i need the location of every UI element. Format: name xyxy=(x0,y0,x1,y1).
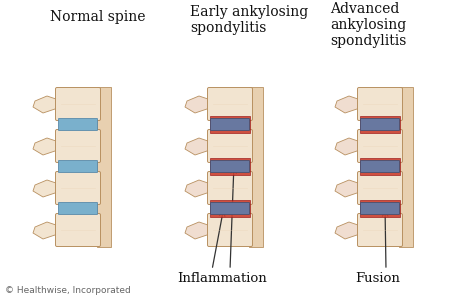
Bar xyxy=(210,116,249,133)
Ellipse shape xyxy=(42,161,56,171)
Ellipse shape xyxy=(194,161,207,171)
Ellipse shape xyxy=(343,161,357,171)
Ellipse shape xyxy=(194,203,207,213)
FancyBboxPatch shape xyxy=(58,202,97,214)
Polygon shape xyxy=(33,138,59,155)
FancyBboxPatch shape xyxy=(360,202,398,214)
Ellipse shape xyxy=(42,203,56,213)
Bar xyxy=(248,87,263,247)
FancyBboxPatch shape xyxy=(357,214,402,247)
FancyBboxPatch shape xyxy=(210,118,249,130)
FancyBboxPatch shape xyxy=(207,214,252,247)
FancyBboxPatch shape xyxy=(56,214,100,247)
FancyBboxPatch shape xyxy=(207,88,252,121)
Polygon shape xyxy=(185,222,211,239)
Polygon shape xyxy=(185,180,211,197)
FancyBboxPatch shape xyxy=(357,88,402,121)
Polygon shape xyxy=(334,222,360,239)
Bar xyxy=(398,87,412,247)
FancyBboxPatch shape xyxy=(58,118,97,130)
Bar xyxy=(359,200,399,217)
Ellipse shape xyxy=(343,203,357,213)
Text: Early ankylosing
spondylitis: Early ankylosing spondylitis xyxy=(190,5,308,35)
Polygon shape xyxy=(33,222,59,239)
Text: © Healthwise, Incorporated: © Healthwise, Incorporated xyxy=(5,286,130,295)
Text: Normal spine: Normal spine xyxy=(50,10,145,24)
FancyBboxPatch shape xyxy=(56,88,100,121)
Polygon shape xyxy=(334,180,360,197)
Polygon shape xyxy=(185,138,211,155)
Bar xyxy=(359,158,399,175)
FancyBboxPatch shape xyxy=(207,172,252,205)
Ellipse shape xyxy=(194,119,207,129)
Ellipse shape xyxy=(42,119,56,129)
FancyBboxPatch shape xyxy=(357,130,402,163)
Bar xyxy=(97,87,111,247)
Text: Advanced
ankylosing
spondylitis: Advanced ankylosing spondylitis xyxy=(329,2,405,48)
Bar xyxy=(359,116,399,133)
FancyBboxPatch shape xyxy=(58,160,97,172)
FancyBboxPatch shape xyxy=(56,172,100,205)
Polygon shape xyxy=(334,96,360,113)
FancyBboxPatch shape xyxy=(207,130,252,163)
Text: Fusion: Fusion xyxy=(355,272,400,284)
FancyBboxPatch shape xyxy=(360,160,398,172)
FancyBboxPatch shape xyxy=(210,160,249,172)
Bar xyxy=(210,158,249,175)
FancyBboxPatch shape xyxy=(360,118,398,130)
FancyBboxPatch shape xyxy=(56,130,100,163)
Polygon shape xyxy=(185,96,211,113)
FancyBboxPatch shape xyxy=(357,172,402,205)
FancyBboxPatch shape xyxy=(210,202,249,214)
Text: Inflammation: Inflammation xyxy=(177,272,266,284)
Polygon shape xyxy=(33,180,59,197)
Ellipse shape xyxy=(343,119,357,129)
Bar xyxy=(210,200,249,217)
Polygon shape xyxy=(33,96,59,113)
Polygon shape xyxy=(334,138,360,155)
